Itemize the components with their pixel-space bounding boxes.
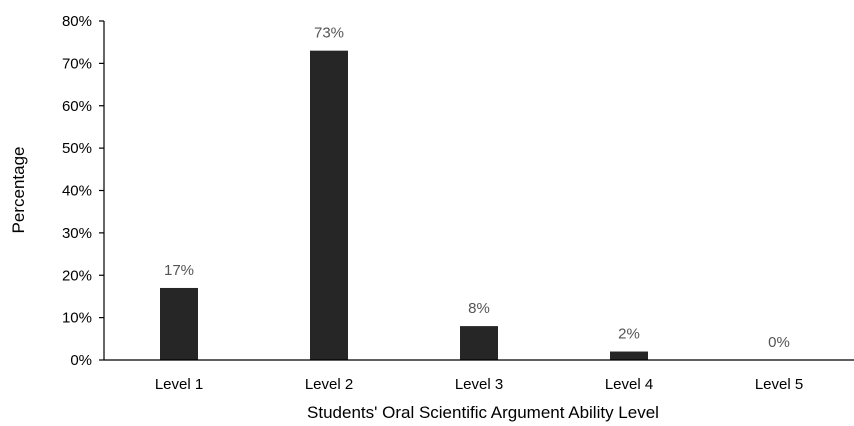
y-tick-label: 80% [62,13,92,30]
x-tick-label: Level 3 [455,376,503,393]
x-tick-label: Level 4 [605,376,653,393]
data-label: 73% [314,25,344,42]
x-axis-ticks: Level 1 Level 2 Level 3 Level 4 Level 5 [155,376,803,393]
x-tick-label: Level 5 [755,376,803,393]
y-axis-title: Percentage [9,147,28,234]
y-tick-label: 0% [70,352,92,369]
data-labels: 17% 73% 8% 2% 0% [164,25,790,351]
x-tick-label: Level 2 [305,376,353,393]
y-axis-ticks: 0% 10% 20% 30% 40% 50% 60% 70% 80% [62,13,104,369]
x-axis-title: Students' Oral Scientific Argument Abili… [307,403,659,422]
data-label: 8% [468,300,490,317]
y-tick-label: 40% [62,183,92,200]
data-label: 17% [164,262,194,279]
bars [160,50,648,360]
data-label: 2% [618,326,640,343]
bar [460,326,498,360]
bar [160,287,198,360]
y-tick-label: 60% [62,98,92,115]
x-tick-label: Level 1 [155,376,203,393]
bar [610,351,648,360]
y-tick-label: 70% [62,55,92,72]
y-tick-label: 50% [62,140,92,157]
y-tick-label: 30% [62,225,92,242]
y-tick-label: 20% [62,267,92,284]
bar [310,50,348,360]
data-label: 0% [768,334,790,351]
y-tick-label: 10% [62,310,92,327]
